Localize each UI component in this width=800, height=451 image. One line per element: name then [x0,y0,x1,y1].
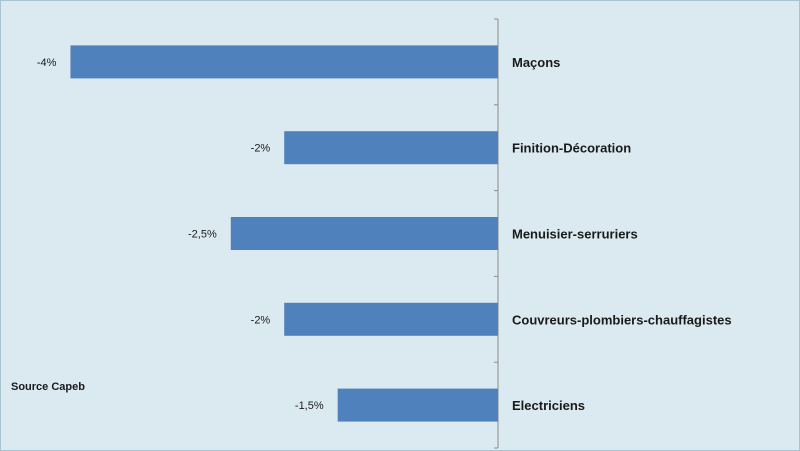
bar [337,388,498,422]
category-label: Electriciens [512,398,585,413]
source-note: Source Capeb [11,381,85,393]
data-label: -4% [37,57,57,69]
data-label: -1,5% [295,400,324,412]
bar [70,45,498,79]
data-label: -2% [251,314,271,326]
bar [284,302,498,336]
bar [284,131,498,165]
category-label: Finition-Décoration [512,141,631,156]
category-label: Maçons [512,55,560,70]
bar [230,217,498,250]
data-label: -2,5% [188,229,217,241]
category-label: Menuisier-serruriers [512,227,638,242]
category-label: Couvreurs-plombiers-chauffagistes [512,312,732,327]
data-label: -2% [251,143,271,155]
